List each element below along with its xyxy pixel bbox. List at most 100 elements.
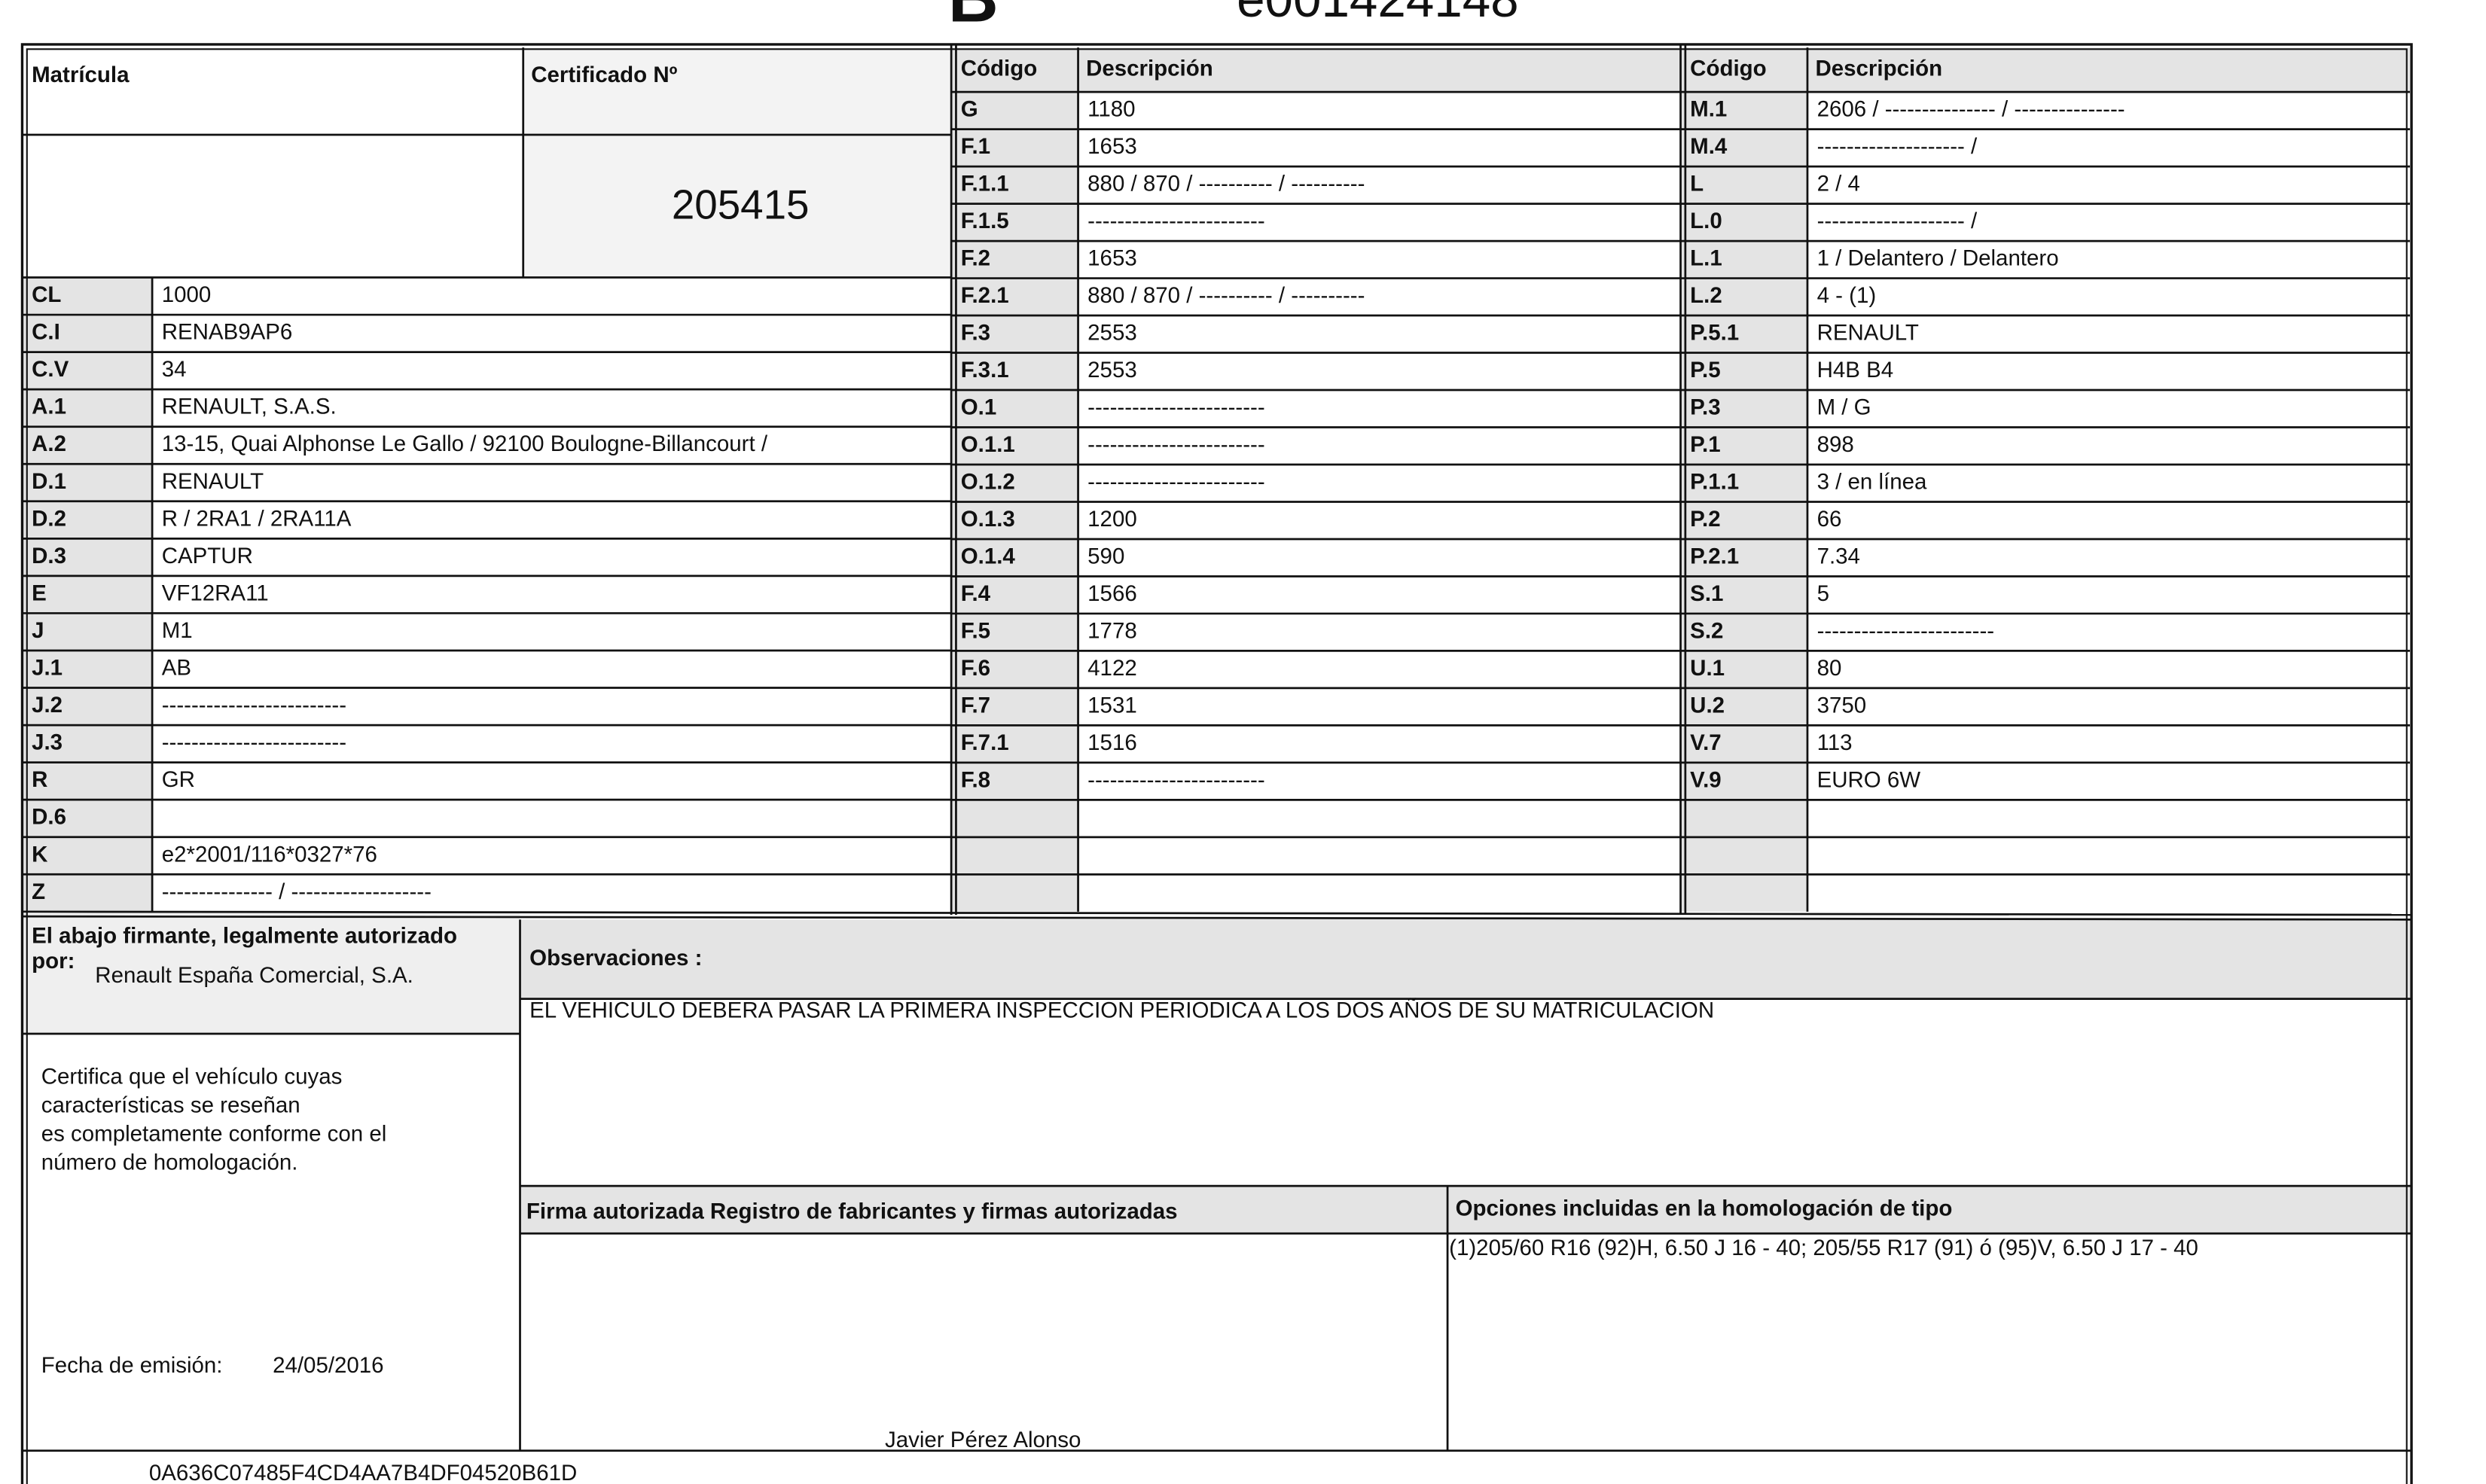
- code-bg: [22, 687, 153, 726]
- signatory-company: Renault España Comercial, S.A.: [95, 963, 413, 988]
- code: F.6: [961, 656, 990, 681]
- code: P.2.1: [1690, 544, 1739, 568]
- code-bg: [22, 650, 153, 688]
- code: G: [961, 97, 978, 122]
- value: RENAB9AP6: [162, 320, 293, 345]
- code: P.1.1: [1690, 470, 1739, 495]
- value: M / G: [1817, 395, 1871, 420]
- code: F.1.1: [961, 172, 1009, 197]
- code-bg: [22, 277, 153, 315]
- value: 1778: [1087, 618, 1137, 643]
- value: 13-15, Quai Alphonse Le Gallo / 92100 Bo…: [162, 431, 768, 456]
- code: F.2.1: [961, 283, 1009, 308]
- code: A.1: [32, 395, 66, 419]
- col-header: Descripción: [1086, 56, 1213, 81]
- header-bg: [1807, 47, 2410, 93]
- code: D.1: [32, 469, 66, 494]
- value: 1 / Delantero / Delantero: [1817, 246, 2059, 271]
- value: 1653: [1087, 246, 1137, 271]
- code: F.3: [961, 321, 990, 346]
- signatory-label: El abajo firmante, legalmente autorizado: [32, 923, 457, 948]
- cert-text: es completamente conforme con el: [41, 1122, 387, 1147]
- code-bg: [22, 389, 153, 427]
- cert-bg: [523, 47, 952, 278]
- serial-number: e001424148: [1237, 0, 1519, 28]
- code-bg: [22, 874, 153, 912]
- code-bg: [22, 426, 153, 465]
- value: -------------------------: [162, 693, 346, 718]
- value: -------------------- /: [1817, 209, 1978, 233]
- code: A.2: [32, 431, 66, 456]
- value: H4B B4: [1817, 358, 1894, 382]
- col-header: Código: [961, 56, 1037, 81]
- value: AB: [162, 656, 191, 681]
- code: V.7: [1690, 730, 1722, 755]
- signatory-bg: [22, 911, 520, 1034]
- obs-text: EL VEHICULO DEBERA PASAR LA PRIMERA INSP…: [529, 997, 1714, 1022]
- code-bg: [22, 762, 153, 800]
- frame: [20, 43, 2413, 1484]
- value: 880 / 870 / ---------- / ----------: [1087, 283, 1365, 308]
- code: L: [1690, 172, 1704, 197]
- code: O.1.1: [961, 432, 1015, 457]
- value: 1180: [1087, 97, 1135, 122]
- value: 113: [1817, 730, 1853, 755]
- hash: 0A636C07485F4CD4AA7B4DF04520B61D: [149, 1461, 577, 1484]
- value: 4 - (1): [1817, 283, 1877, 308]
- code: P.5: [1690, 358, 1720, 382]
- code: O.1.3: [961, 507, 1015, 532]
- date: 24/05/2016: [273, 1353, 383, 1378]
- sig-bg: [520, 1186, 2412, 1234]
- code-bg: [22, 575, 153, 614]
- value: EURO 6W: [1817, 767, 1921, 792]
- code: J.1: [32, 656, 63, 681]
- value: CAPTUR: [162, 544, 253, 568]
- date-label: Fecha de emisión:: [41, 1353, 223, 1378]
- code: F.3.1: [961, 358, 1009, 382]
- value: 1531: [1087, 693, 1137, 718]
- value: 4122: [1087, 656, 1137, 681]
- value: --------------- / -------------------: [162, 879, 432, 904]
- value: 1200: [1087, 507, 1137, 532]
- value: 80: [1817, 656, 1842, 681]
- code: S.1: [1690, 581, 1723, 606]
- opt-label: Opciones incluidas en la homologación de…: [1456, 1196, 1953, 1220]
- value: e2*2001/116*0327*76: [162, 842, 377, 867]
- code: J.3: [32, 730, 63, 755]
- form-letter: B: [948, 0, 999, 37]
- sig-label: Firma autorizada Registro de fabricantes…: [526, 1199, 1178, 1224]
- value: RENAULT: [162, 469, 264, 494]
- code: F.7.1: [961, 730, 1009, 755]
- code: P.3: [1690, 395, 1720, 420]
- value: M1: [162, 618, 193, 643]
- value: ------------------------: [1087, 432, 1265, 457]
- code: U.1: [1690, 656, 1725, 681]
- value: -------------------------: [162, 730, 346, 755]
- code-bg: [22, 315, 153, 352]
- code: C.V: [32, 357, 69, 382]
- value: 3750: [1817, 693, 1867, 718]
- value: RENAULT, S.A.S.: [162, 395, 337, 419]
- code: U.2: [1690, 693, 1725, 718]
- code: E: [32, 580, 47, 605]
- code: F.4: [961, 581, 991, 606]
- code-bg: [1680, 47, 1807, 912]
- value: 1000: [162, 282, 212, 307]
- value: ------------------------: [1087, 209, 1265, 233]
- value: 2553: [1087, 321, 1137, 346]
- code-bg: [22, 464, 153, 501]
- code: F.8: [961, 767, 990, 792]
- code: J: [32, 618, 44, 643]
- value: GR: [162, 767, 195, 792]
- code: P.1: [1690, 432, 1720, 457]
- code-bg: [22, 613, 153, 651]
- value: 1566: [1087, 581, 1137, 606]
- code: F.1.5: [961, 209, 1009, 233]
- value: 898: [1817, 432, 1854, 457]
- code-bg: [22, 836, 153, 875]
- signatory-label: por:: [32, 949, 75, 974]
- code-bg: [951, 47, 1078, 912]
- code-bg: [22, 538, 153, 576]
- code: C.I: [32, 320, 60, 345]
